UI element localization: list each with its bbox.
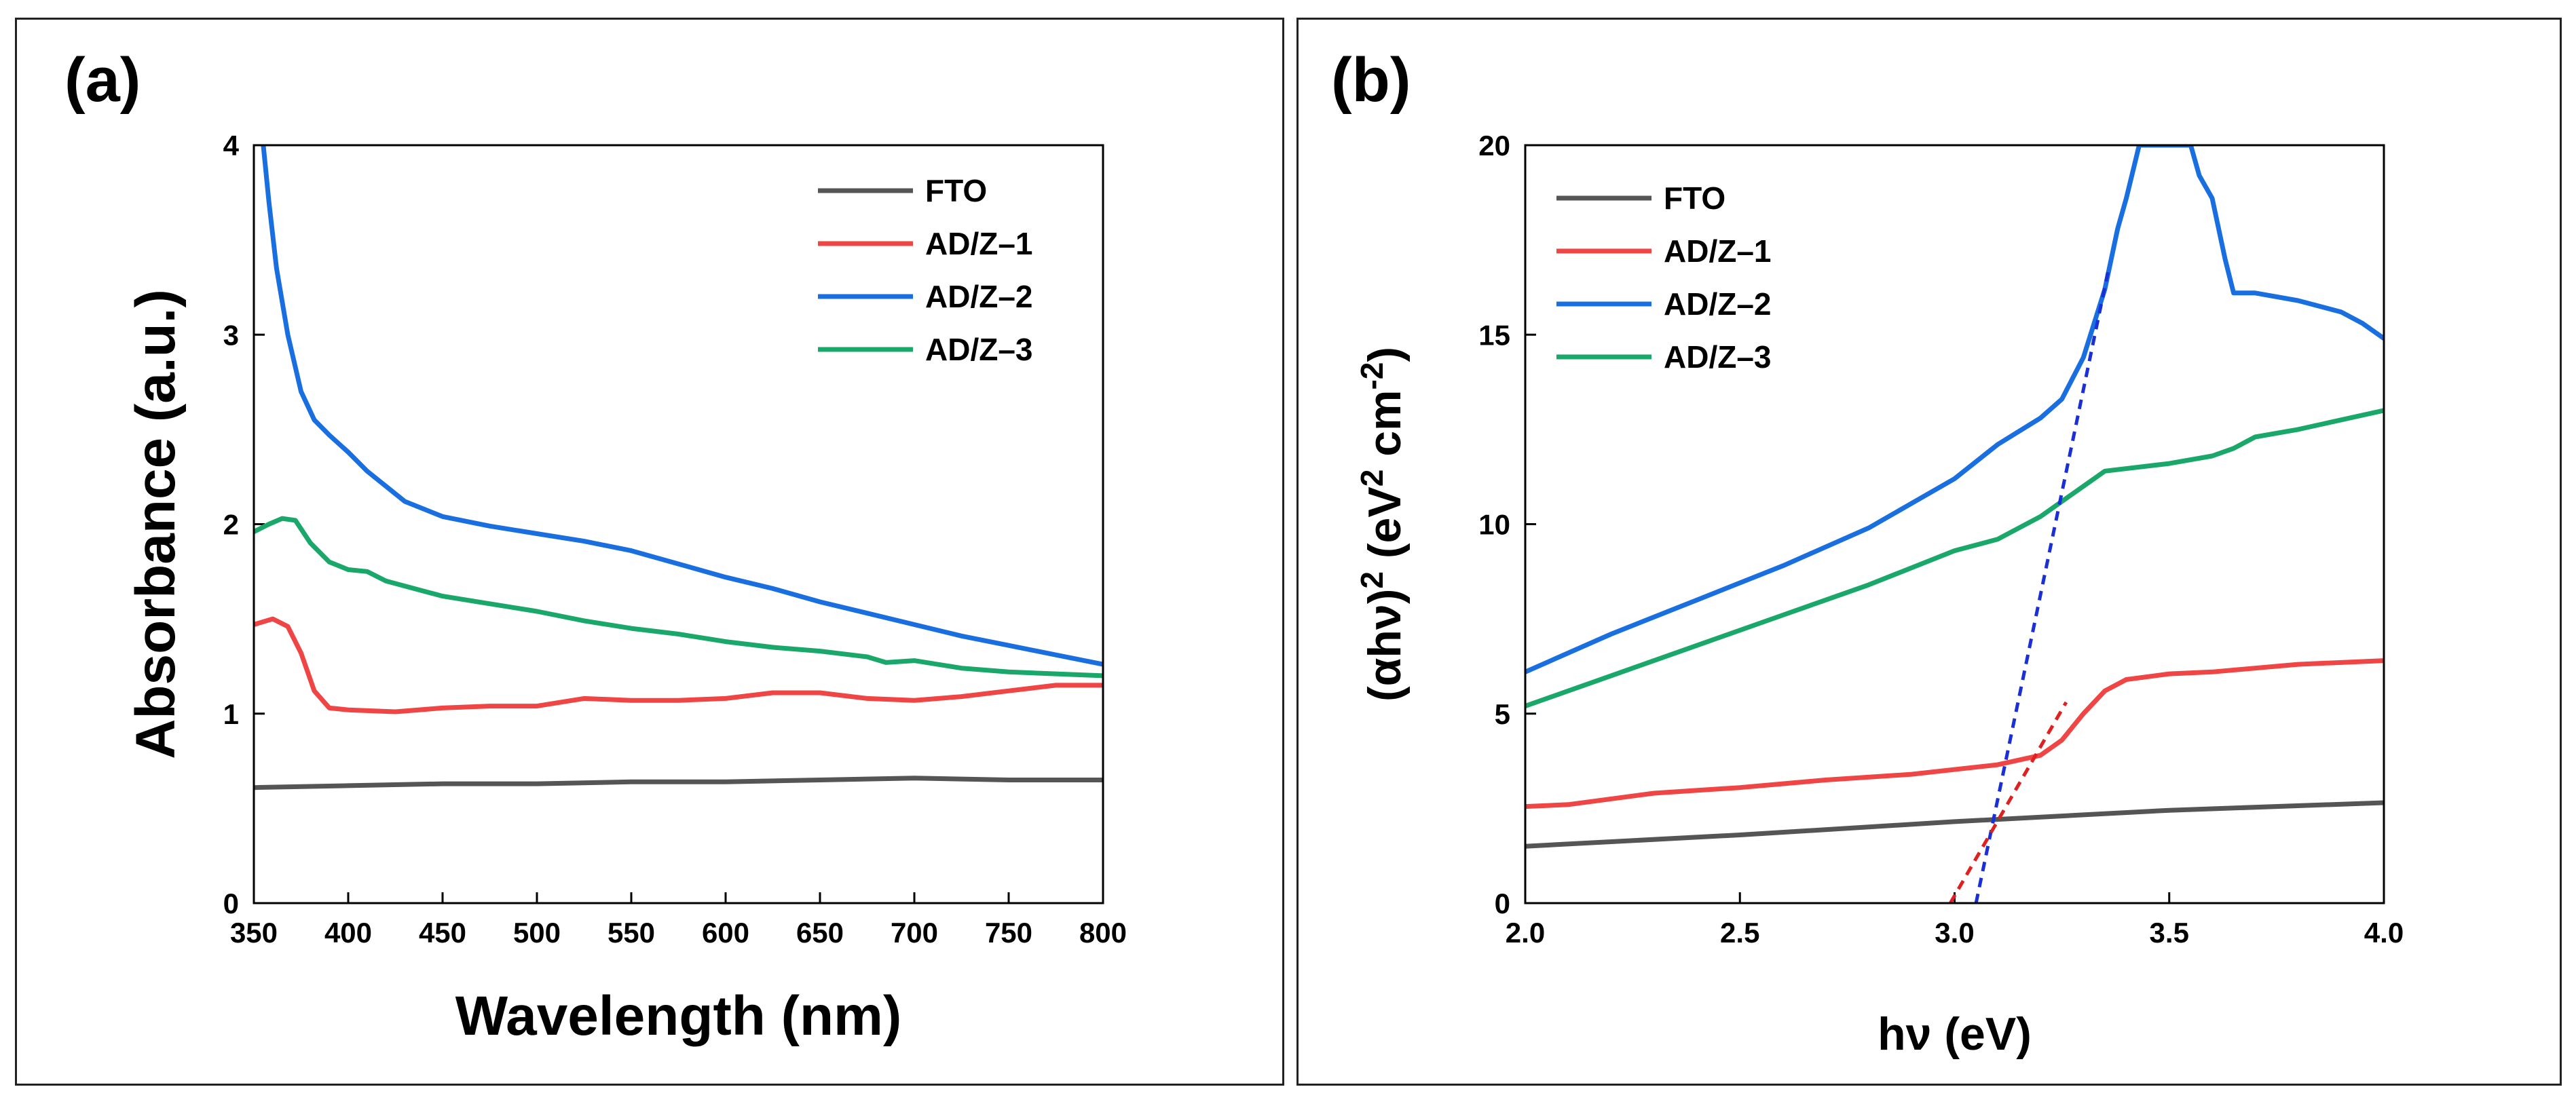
x-axis-title: hν (eV) xyxy=(1878,1008,2032,1060)
y-axis-title-superscript: 2 xyxy=(1354,470,1389,487)
chart-b: (b) 2.0 2.5 3.0 3.5 4.0 0 5 10 15 20 FTO AD/Z–1 AD/Z–… xyxy=(1331,45,2404,1060)
plot-area xyxy=(1524,144,2385,904)
x-tick-label: 800 xyxy=(1079,917,1127,949)
y-tick-label: 20 xyxy=(1478,130,1510,161)
x-tick-label: 500 xyxy=(513,917,561,949)
panel-label: (a) xyxy=(64,45,141,115)
y-axis-title-part: cm xyxy=(1359,390,1411,470)
legend-label-ad-z-1: AD/Z–1 xyxy=(925,226,1032,261)
plot-area xyxy=(253,144,1104,904)
y-axis-title-part: (αhν) xyxy=(1359,589,1411,702)
x-axis-title: Wavelength (nm) xyxy=(455,985,902,1047)
y-axis-title: (αhν)2 (eV2 cm-2) xyxy=(1354,347,1411,702)
fit-line-ad-z-1-linear-fit xyxy=(1949,701,2068,903)
series-line-ad-z-1 xyxy=(1525,658,2384,809)
y-tick-label: 0 xyxy=(223,888,239,919)
y-tick-label: 1 xyxy=(223,698,239,730)
series-group xyxy=(254,145,1103,790)
series-line-fto xyxy=(1525,800,2384,849)
x-tick-label: 700 xyxy=(891,917,938,949)
x-tick-label: 350 xyxy=(230,917,278,949)
panel-a: (a) 350 400 450 500 550 600 650 700 750 800 0 1 2 3 4 FT… xyxy=(15,18,1284,1086)
legend-label-ad-z-3: AD/Z–3 xyxy=(925,332,1032,367)
x-tick-label: 450 xyxy=(419,917,466,949)
y-tick-label: 10 xyxy=(1478,509,1510,541)
x-tick-label: 400 xyxy=(324,917,372,949)
y-tick-label: 5 xyxy=(1495,698,1510,730)
x-tick-label: 3.0 xyxy=(1935,917,1974,949)
x-tick-label: 3.5 xyxy=(2150,917,2189,949)
series-line-ad-z-2 xyxy=(1525,145,2384,674)
legend-label-ad-z-2: AD/Z–2 xyxy=(1664,286,1771,322)
y-tick-label: 15 xyxy=(1478,319,1510,351)
x-tick-label: 600 xyxy=(702,917,749,949)
x-tick-label: 4.0 xyxy=(2364,917,2404,949)
legend-label-fto: FTO xyxy=(925,173,987,208)
panel-label: (b) xyxy=(1331,45,1411,115)
x-tick-label: 650 xyxy=(796,917,844,949)
y-tick-label: 4 xyxy=(223,130,240,161)
x-tick-label: 2.0 xyxy=(1506,917,1545,949)
legend-label-ad-z-2: AD/Z–2 xyxy=(925,279,1032,314)
y-axis-title-part: ) xyxy=(1359,347,1411,362)
x-tick-label: 550 xyxy=(608,917,655,949)
series-group xyxy=(1525,145,2384,903)
series-line-ad-z-2 xyxy=(261,145,1103,667)
legend-label-ad-z-3: AD/Z–3 xyxy=(1664,339,1771,375)
legend-label-ad-z-1: AD/Z–1 xyxy=(1664,233,1771,269)
y-axis-title-part: (eV xyxy=(1359,487,1411,571)
chart-a: (a) 350 400 450 500 550 600 650 700 750 800 0 1 2 3 4 FT… xyxy=(64,45,1127,1047)
series-line-fto xyxy=(254,776,1103,790)
y-tick-label: 3 xyxy=(223,319,239,351)
panel-b: (b) 2.0 2.5 3.0 3.5 4.0 0 5 10 15 20 FTO AD/Z–1 AD/Z–… xyxy=(1296,18,2562,1086)
fit-line-ad-z-2-linear-fit xyxy=(1974,266,2111,903)
y-axis-title-superscript: 2 xyxy=(1354,571,1389,589)
series-line-ad-z-3 xyxy=(254,516,1103,679)
y-axis-title-superscript: -2 xyxy=(1354,362,1389,390)
y-tick-label: 0 xyxy=(1495,888,1510,919)
x-tick-label: 2.5 xyxy=(1720,917,1759,949)
y-tick-label: 2 xyxy=(223,509,239,541)
y-axis-title: Absorbance (a.u.) xyxy=(125,289,187,759)
x-tick-label: 750 xyxy=(985,917,1032,949)
series-line-ad-z-3 xyxy=(1525,408,2384,709)
series-line-ad-z-1 xyxy=(254,616,1103,714)
legend-label-fto: FTO xyxy=(1664,180,1725,216)
